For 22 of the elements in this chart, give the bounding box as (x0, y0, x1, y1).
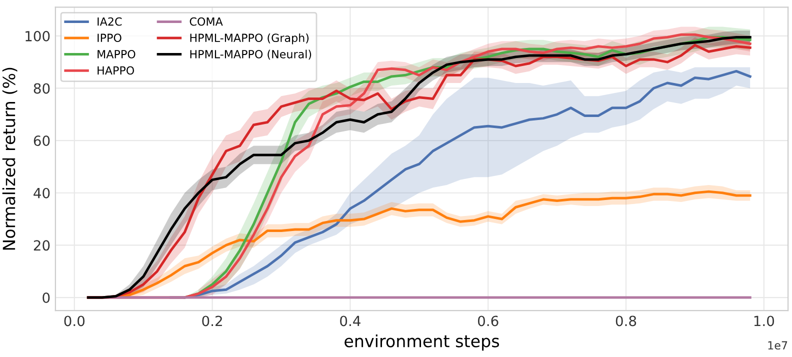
x-tick-label: 0.4 (340, 316, 360, 326)
legend-label: HAPPO (98, 66, 134, 75)
x-tick-label: 0.0 (64, 316, 85, 326)
legend-label: IA2C (98, 17, 122, 26)
legend-label: MAPPO (98, 50, 136, 58)
x-tick-label: 0.6 (478, 316, 498, 326)
text: 1e7 (768, 341, 788, 350)
y-tick-label: 0 (42, 292, 50, 303)
y-tick-label: 40 (34, 188, 50, 198)
x-axis-title: environment steps (344, 334, 500, 351)
y-tick-label: 20 (34, 240, 50, 251)
y-tick-label: 100 (26, 30, 50, 42)
legend-label: HPML-MAPPO (Graph) (190, 33, 309, 44)
x-tick-label: 1.0 (754, 316, 774, 326)
legend-label: COMA (190, 17, 223, 26)
x-tick-label: 0.2 (202, 316, 222, 326)
legend-label: HPML-MAPPO (Neural) (190, 50, 312, 60)
y-tick-label: 60 (34, 136, 50, 146)
legend-label: IPPO (98, 34, 122, 42)
x-tick-label: 0.8 (616, 316, 636, 326)
y-axis-title: Normalized return (%) (2, 68, 18, 250)
y-tick-label: 80 (34, 83, 50, 94)
